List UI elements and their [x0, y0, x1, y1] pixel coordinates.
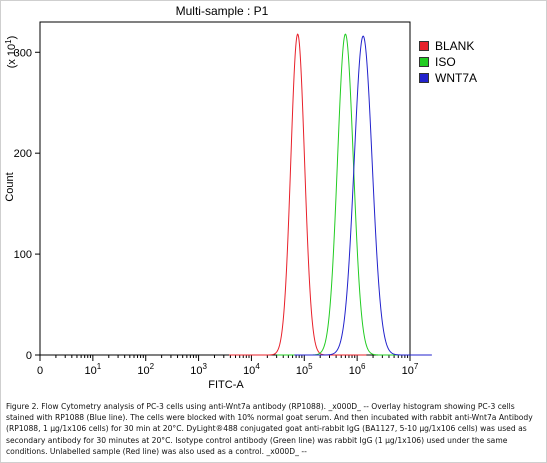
- x-tick-label: 101: [85, 362, 102, 377]
- legend-item-wnt7a: WNT7A: [419, 71, 477, 85]
- x-tick-label: 0: [37, 365, 43, 377]
- x-tick-label: 105: [296, 362, 313, 377]
- legend-item-blank: BLANK: [419, 39, 474, 53]
- y-tick-label: 200: [14, 148, 32, 160]
- y-multiplier-label: (x 101): [4, 36, 18, 69]
- y-multiplier-exp: 1: [4, 39, 13, 44]
- legend-swatch-iso: [419, 57, 429, 67]
- flow-cytometry-histogram: Multi-sample : P1 (x 101) Count FITC-A 0…: [4, 4, 432, 391]
- y-tick-label: 300: [14, 47, 32, 59]
- histogram-blank: [228, 33, 367, 356]
- x-tick-label: 104: [243, 362, 260, 377]
- legend-label-blank: BLANK: [435, 39, 475, 53]
- legend-label-wnt7a: WNT7A: [435, 71, 477, 85]
- y-tick-label: 100: [14, 249, 32, 261]
- legend-swatch-wnt7a: [419, 73, 429, 83]
- x-axis-label: FITC-A: [208, 379, 244, 391]
- plot-area: [39, 21, 411, 356]
- legend-swatch-blank: [419, 41, 429, 51]
- figure-caption: Figure 2. Flow Cytometry analysis of PC-…: [6, 402, 533, 456]
- chart-title: Multi-sample : P1: [176, 4, 269, 18]
- legend-label-iso: ISO: [435, 55, 456, 69]
- y-axis-label: Count: [4, 172, 16, 201]
- svg-text:(x 101): (x 101): [4, 36, 18, 69]
- y-tick-label: 0: [26, 350, 32, 362]
- x-tick-label: 102: [137, 362, 154, 377]
- legend-item-iso: ISO: [419, 55, 456, 69]
- x-tick-label: 106: [349, 362, 366, 377]
- y-multiplier-text: (x 10: [6, 44, 18, 68]
- x-tick-label: 107: [402, 362, 419, 377]
- histogram-wnt7a: [294, 35, 432, 356]
- x-tick-label: 103: [190, 362, 207, 377]
